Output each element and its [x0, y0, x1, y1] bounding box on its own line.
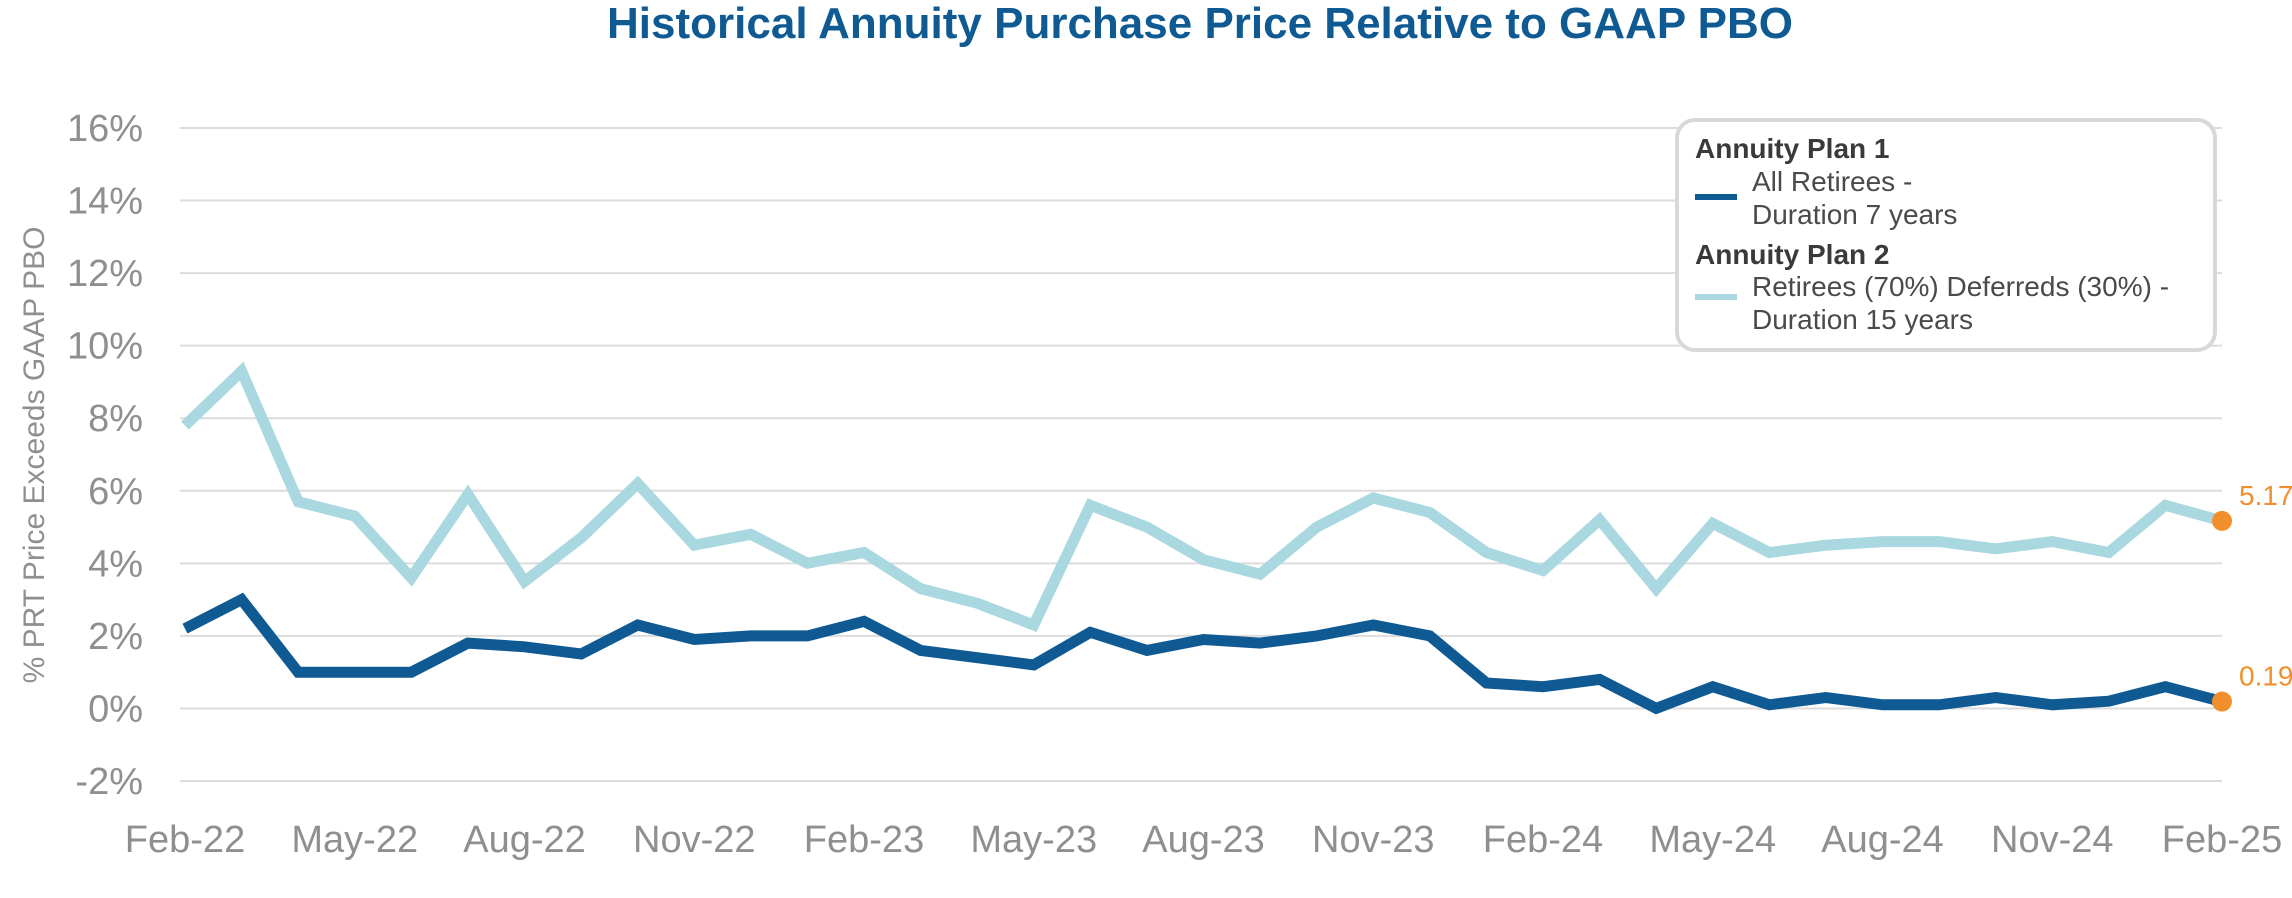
legend-plan2-heading: Annuity Plan 2: [1695, 239, 1889, 270]
y-tick-label: 8%: [88, 398, 143, 440]
y-tick-label: 16%: [67, 108, 143, 150]
y-tick-label: 14%: [67, 181, 143, 223]
x-tick-label: Nov-24: [1991, 819, 2114, 861]
x-tick-label: May-23: [970, 819, 1097, 861]
x-tick-label: Aug-24: [1821, 819, 1944, 861]
y-tick-label: 2%: [88, 616, 143, 658]
endpoint-markers: 5.17% 0.19%: [2212, 480, 2292, 712]
series-lines: [181, 361, 2224, 715]
x-axis-ticks: Feb-22 May-22 Aug-22 Nov-22 Feb-23 May-23 Aug-…: [125, 819, 2282, 861]
x-tick-label: Feb-25: [2162, 819, 2282, 861]
x-tick-label: Feb-23: [804, 819, 924, 861]
x-tick-label: May-22: [291, 819, 418, 861]
x-tick-label: Aug-22: [463, 819, 586, 861]
y-axis-label: % PRT Price Exceeds GAAP PBO: [18, 227, 51, 684]
y-tick-label: -2%: [75, 761, 143, 803]
y-tick-label: 0%: [88, 688, 143, 730]
series-line-annuity-plan-1: [182, 592, 2224, 715]
legend-plan1-line1: All Retirees -: [1752, 166, 1912, 197]
y-tick-label: 4%: [88, 543, 143, 585]
x-tick-label: May-24: [1649, 819, 1776, 861]
legend-plan1-heading: Annuity Plan 1: [1695, 133, 1889, 164]
legend-plan1-line2: Duration 7 years: [1752, 199, 1957, 230]
gridlines: [180, 127, 2222, 782]
endpoint-data-label: 5.17%: [2239, 480, 2292, 511]
x-tick-label: Aug-23: [1142, 819, 1265, 861]
legend: Annuity Plan 1 All Retirees - Duration 7…: [1675, 118, 2217, 352]
y-tick-label: 10%: [67, 326, 143, 368]
x-tick-label: Feb-22: [125, 819, 245, 861]
series-line-annuity-plan-2: [181, 361, 2224, 632]
endpoint-marker: [2212, 510, 2232, 531]
legend-plan2-line1: Retirees (70%) Deferreds (30%) -: [1752, 271, 2169, 302]
endpoint-marker: [2212, 691, 2232, 712]
legend-box: [1675, 118, 2217, 352]
x-tick-label: Nov-22: [633, 819, 756, 861]
endpoint-data-label: 0.19%: [2239, 661, 2292, 692]
y-tick-label: 6%: [88, 471, 143, 513]
x-tick-label: Nov-23: [1312, 819, 1435, 861]
x-tick-label: Feb-24: [1483, 819, 1603, 861]
y-tick-label: 12%: [67, 253, 143, 295]
legend-plan2-line2: Duration 15 years: [1752, 304, 1973, 335]
chart-title: Historical Annuity Purchase Price Relati…: [607, 0, 1793, 48]
y-axis-ticks: 16% 14% 12% 10% 8% 6% 4% 2% 0% -2%: [67, 108, 143, 803]
